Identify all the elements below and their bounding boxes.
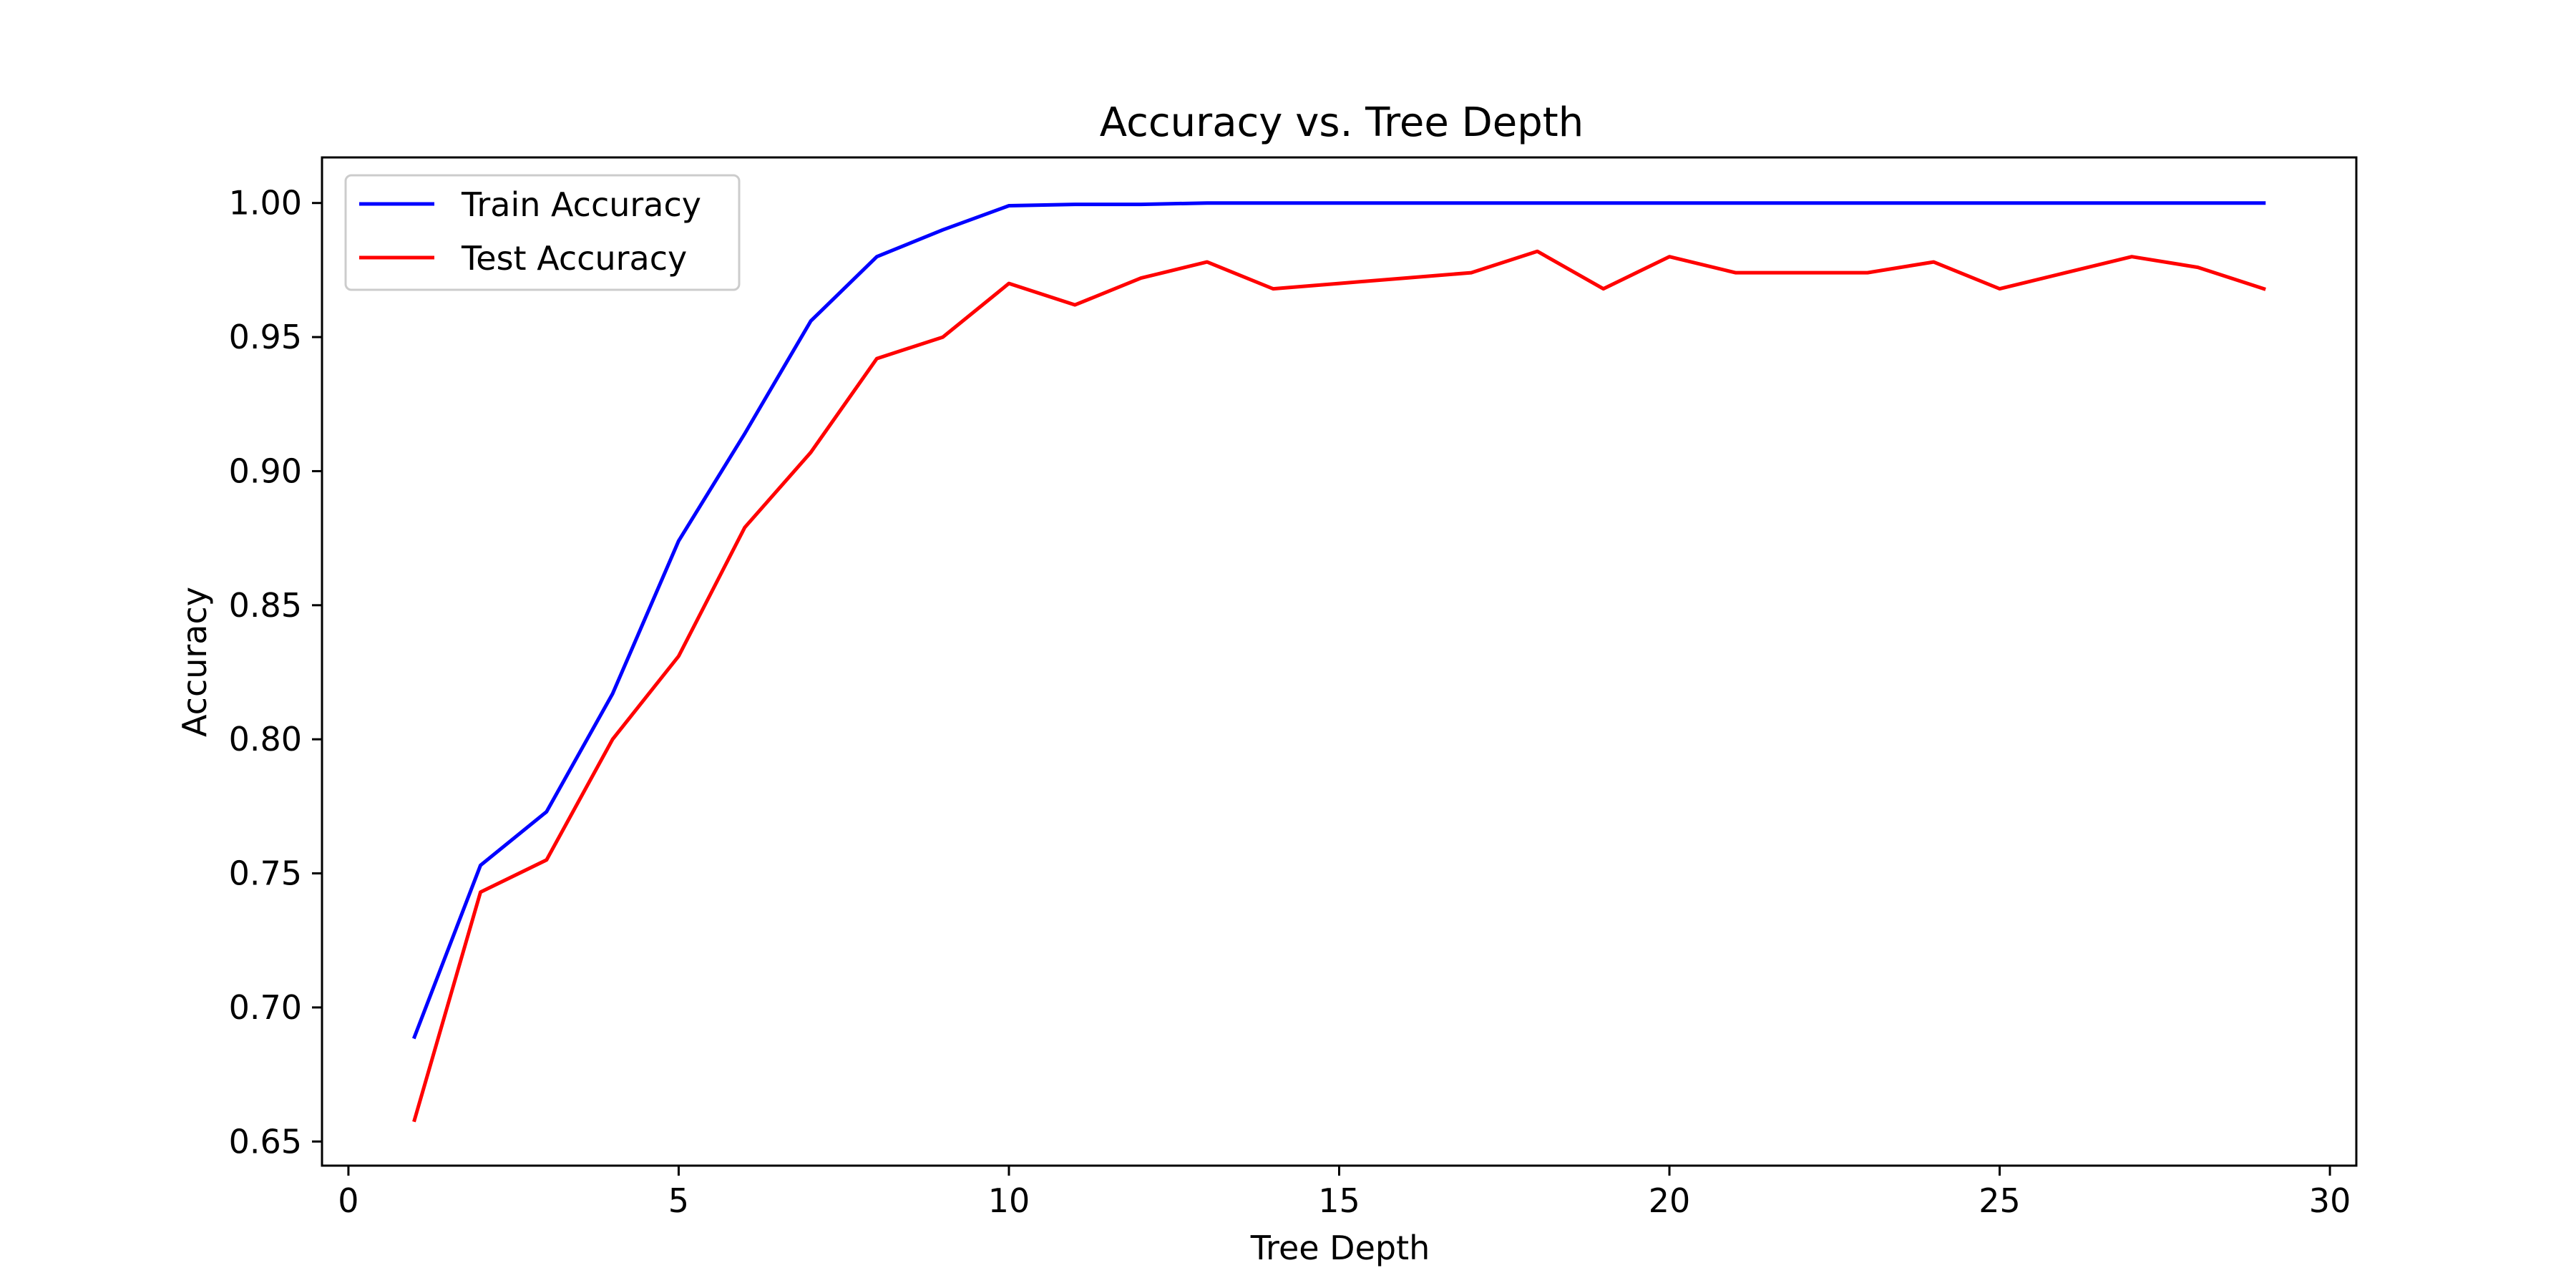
x-tick-label: 10 [988, 1181, 1030, 1220]
x-tick-label: 20 [1649, 1181, 1691, 1220]
x-axis: 0 5 10 15 20 25 30 [338, 1166, 2351, 1220]
chart-title: Accuracy vs. Tree Depth [1100, 99, 1584, 146]
y-tick-label: 0.90 [229, 452, 302, 490]
y-tick-label: 0.75 [229, 854, 302, 893]
x-tick-label: 0 [338, 1181, 358, 1220]
x-tick-label: 5 [668, 1181, 689, 1220]
y-tick-label: 0.80 [229, 720, 302, 758]
series-layer [411, 201, 2266, 1123]
legend-box [344, 174, 741, 291]
y-tick-label: 1.00 [229, 184, 302, 223]
series-line-1 [412, 249, 2266, 1123]
x-tick-label: 30 [2309, 1181, 2351, 1220]
legend: Train Accuracy Test Accuracy [344, 174, 741, 291]
series-line-0 [411, 201, 2266, 1040]
y-tick-label: 0.70 [229, 988, 302, 1027]
legend-label-test: Test Accuracy [461, 239, 687, 278]
legend-label-train: Train Accuracy [461, 185, 701, 224]
y-tick-label: 0.95 [229, 318, 302, 356]
x-tick-label: 25 [1979, 1181, 2021, 1220]
x-axis-label: Tree Depth [1250, 1229, 1430, 1267]
x-tick-label: 15 [1318, 1181, 1360, 1220]
y-axis-label: Accuracy [175, 587, 214, 737]
y-tick-label: 0.65 [229, 1122, 302, 1161]
y-tick-label: 0.85 [229, 586, 302, 625]
y-axis: 0.65 0.70 0.75 0.80 0.85 0.90 0.95 1.00 [229, 184, 322, 1161]
